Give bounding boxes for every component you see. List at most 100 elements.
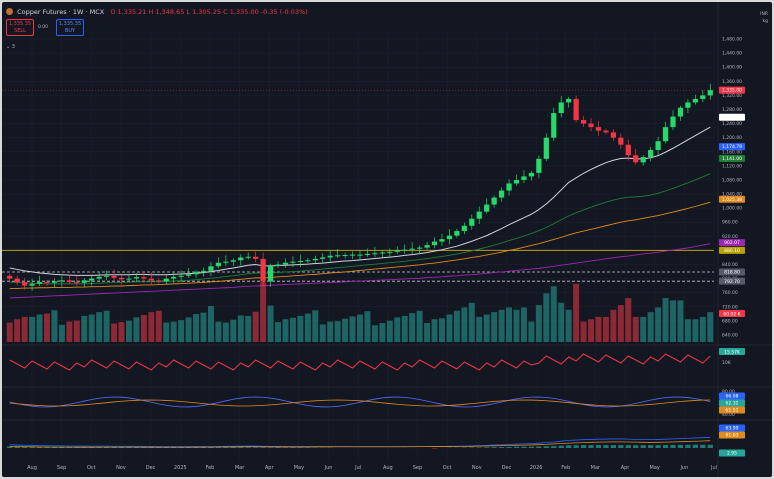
candle (36, 282, 43, 284)
macd-histogram-bar (118, 447, 125, 448)
price-label-badge (719, 113, 745, 121)
candle (230, 260, 236, 262)
volume-bar (647, 312, 654, 342)
indicator2-value: 66.98 (726, 394, 739, 400)
buy-button[interactable]: 1,335.35 BUY (56, 19, 84, 36)
candle (595, 127, 602, 131)
macd-histogram-bar (677, 444, 684, 448)
price-label-text: 1,335.00 (722, 88, 742, 94)
macd-histogram-bar (491, 447, 497, 448)
price-tick-label: 1,400.00 (722, 65, 742, 71)
candle (417, 247, 423, 249)
candle (424, 245, 430, 248)
candle (297, 260, 303, 262)
macd-histogram-bar (14, 446, 20, 448)
macd-histogram-bar (208, 447, 214, 448)
candle (469, 218, 475, 226)
symbol-title[interactable]: Copper Futures · 1W · MCX (17, 8, 105, 16)
price-label-text: 1,141.00 (722, 156, 742, 162)
currency-unit: INR kg (760, 11, 768, 25)
candle (312, 258, 318, 261)
macd-histogram-bar (111, 447, 117, 448)
candle (655, 141, 661, 151)
volume-bar (304, 313, 311, 342)
ema-orange-line (9, 201, 711, 289)
price-tick-label: 1,480.00 (722, 37, 742, 43)
macd-signal-line (9, 440, 711, 448)
time-tick-label: Mar (235, 465, 245, 471)
indicator3-value: 61.03 (726, 433, 739, 439)
volume-bar (260, 282, 267, 342)
indicator2-badge (719, 399, 745, 407)
price-tick-label: 840.00 (722, 262, 738, 268)
volume-label-badge (719, 310, 745, 317)
macd-histogram-bar (573, 445, 579, 448)
candle (625, 144, 631, 156)
buy-price: 1,335.35 (58, 21, 82, 27)
candle (618, 137, 624, 145)
candle (402, 249, 408, 251)
time-tick-label: Feb (205, 465, 214, 471)
macd-histogram-bar (543, 446, 549, 448)
candle (253, 256, 259, 259)
candle (498, 190, 505, 198)
time-tick-label: Nov (116, 465, 126, 471)
time-tick-label: Sep (413, 465, 422, 471)
macd-histogram-bar (610, 445, 616, 448)
candle (528, 172, 535, 177)
time-tick-label: May (650, 465, 660, 471)
volume-bar (237, 315, 244, 342)
time-tick-label: Oct (87, 465, 96, 471)
sell-button[interactable]: 1,335.35 SELL (6, 19, 34, 36)
volume-bar (88, 314, 95, 342)
candle (7, 275, 13, 279)
macd-histogram-bar (588, 445, 594, 448)
time-tick-label: Aug (27, 465, 37, 471)
time-tick-label: Aug (383, 465, 393, 471)
volume-bar (73, 320, 80, 342)
volume-bar (506, 307, 513, 342)
volume-bar (170, 321, 177, 342)
volume-bar (558, 302, 565, 342)
volume-bar (595, 316, 602, 342)
candle (670, 116, 676, 128)
ema-purple-line (9, 243, 711, 299)
volume-bar (371, 325, 378, 342)
candle (558, 102, 564, 114)
volume-bar (111, 323, 118, 342)
candle (580, 120, 587, 124)
volume-bar (148, 312, 155, 342)
indicator3-badge (719, 424, 745, 432)
macd-histogram-bar (625, 445, 631, 448)
price-label-text: 818.80 (724, 270, 740, 276)
price-tick-label: 1,120.00 (722, 163, 742, 169)
volume-bar (185, 317, 192, 342)
candle (506, 183, 512, 191)
macd-histogram-bar (521, 446, 527, 448)
macd-histogram-bar (633, 445, 639, 448)
candle (148, 278, 154, 281)
macd-histogram-bar (36, 446, 43, 448)
volume-bar (275, 322, 282, 342)
candle (588, 123, 594, 128)
indicators-toggle[interactable]: ⌄ 3 (6, 44, 15, 50)
candle (439, 239, 445, 242)
price-tick-label: 1,040.00 (722, 192, 742, 198)
candle (640, 157, 646, 163)
price-tick-label: 1,280.00 (722, 107, 742, 113)
indicator2-value: 62.32 (726, 401, 739, 407)
volume-bar (431, 319, 438, 342)
candle (677, 107, 684, 117)
price-label-badge (719, 277, 745, 285)
volume-bar (707, 312, 714, 342)
candle (208, 266, 214, 271)
volume-bar (617, 305, 624, 342)
candle (551, 113, 557, 138)
price-label-badge (719, 239, 745, 247)
volume-bar (491, 312, 498, 342)
candle (96, 276, 102, 279)
candle (89, 278, 95, 281)
candle (387, 251, 393, 253)
